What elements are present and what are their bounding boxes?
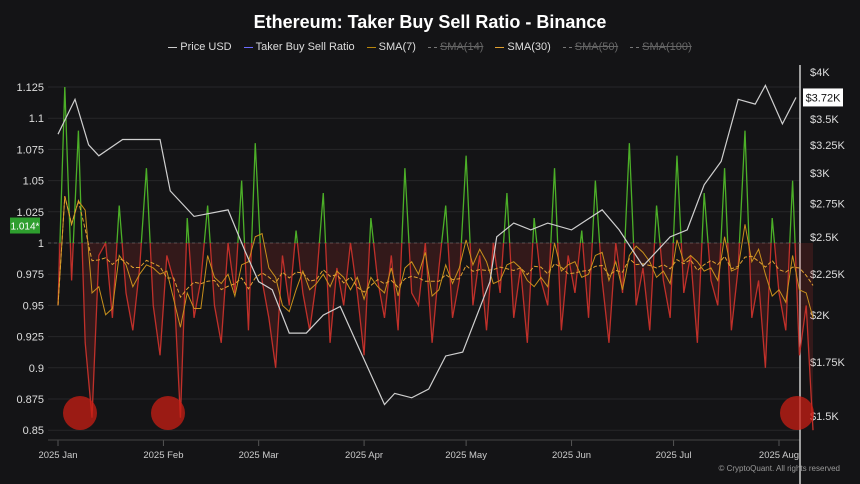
right-tick-label: $2.5K (810, 232, 839, 244)
x-tick-label: 2025 Jan (38, 450, 77, 461)
sma30-line (57, 196, 814, 306)
left-tick-label: 1.05 (23, 176, 44, 188)
legend-item[interactable]: SMA(100) (630, 41, 692, 53)
left-tick-label: 0.95 (23, 300, 44, 312)
legend-item[interactable]: SMA(50) (562, 41, 619, 53)
x-tick-label: 2025 Apr (345, 450, 383, 461)
legend-item[interactable]: SMA(30) (495, 41, 551, 53)
x-tick-label: 2025 Aug (759, 450, 799, 461)
legend-swatch (168, 46, 178, 48)
legend-item[interactable]: Price USD (168, 41, 232, 53)
legend-item[interactable]: SMA(7) (366, 41, 416, 53)
left-tick-label: 1.075 (16, 144, 44, 156)
legend: Price USD Taker Buy Sell Ratio SMA(7) SMA(1… (0, 41, 860, 53)
current-ratio-label: 1.014* (11, 222, 40, 233)
legend-label: SMA(7) (378, 41, 416, 53)
right-tick-label: $2K (810, 310, 830, 322)
chart-title: Ethereum: Taker Buy Sell Ratio - Binance (253, 12, 607, 32)
ratio-line-below (57, 243, 814, 431)
x-tick-label: 2025 Feb (143, 450, 183, 461)
legend-swatch (562, 46, 572, 48)
left-tick-label: 0.975 (16, 269, 44, 281)
left-tick-label: 0.9 (29, 363, 44, 375)
legend-label: SMA(30) (507, 41, 551, 53)
x-tick-label: 2025 Jun (552, 450, 591, 461)
highlight-circle (151, 396, 185, 430)
current-price-badge (803, 88, 843, 107)
right-tick-label: $2.75K (810, 198, 846, 210)
x-tick-label: 2025 May (445, 450, 487, 461)
right-tick-label: $1.75K (810, 357, 846, 369)
credit: © CryptoQuant. All rights reserved (718, 464, 841, 473)
legend-label: SMA(100) (642, 41, 692, 53)
left-tick-label: 1 (38, 238, 44, 250)
highlight-circle (63, 396, 97, 430)
right-tick-label: $3K (810, 168, 830, 180)
left-tick-label: 1.125 (16, 82, 44, 94)
legend-swatch (495, 46, 505, 48)
sma7-line (57, 196, 814, 328)
left-tick-label: 0.925 (16, 332, 44, 344)
current-ratio-badge (10, 217, 40, 234)
current-price-label: $3.72K (806, 92, 842, 104)
left-tick-label: 1.1 (29, 113, 44, 125)
highlight-circle (780, 396, 814, 430)
legend-swatch (427, 46, 437, 48)
ratio-area-below (58, 243, 814, 431)
left-tick-label: 0.85 (23, 425, 44, 437)
legend-label: SMA(50) (574, 41, 619, 53)
legend-swatch (366, 46, 376, 48)
legend-label: SMA(14) (439, 41, 484, 53)
right-tick-label: $3.5K (810, 114, 839, 126)
right-tick-label: $4K (810, 67, 830, 79)
legend-item[interactable]: Taker Buy Sell Ratio (243, 41, 355, 53)
right-tick-label: $3.25K (810, 140, 846, 152)
left-tick-label: 0.875 (16, 394, 44, 406)
x-tick-label: 2025 Jul (656, 450, 692, 461)
legend-label: Price USD (180, 41, 232, 53)
legend-item[interactable]: SMA(14) (427, 41, 484, 53)
legend-label: Taker Buy Sell Ratio (255, 41, 355, 53)
legend-swatch (630, 46, 640, 48)
x-tick-label: 2025 Mar (239, 450, 279, 461)
legend-swatch (243, 46, 253, 48)
right-tick-label: $1.5K (810, 411, 839, 423)
right-tick-label: $2.25K (810, 269, 846, 281)
left-tick-label: 1.025 (16, 207, 44, 219)
price-line (57, 84, 797, 406)
